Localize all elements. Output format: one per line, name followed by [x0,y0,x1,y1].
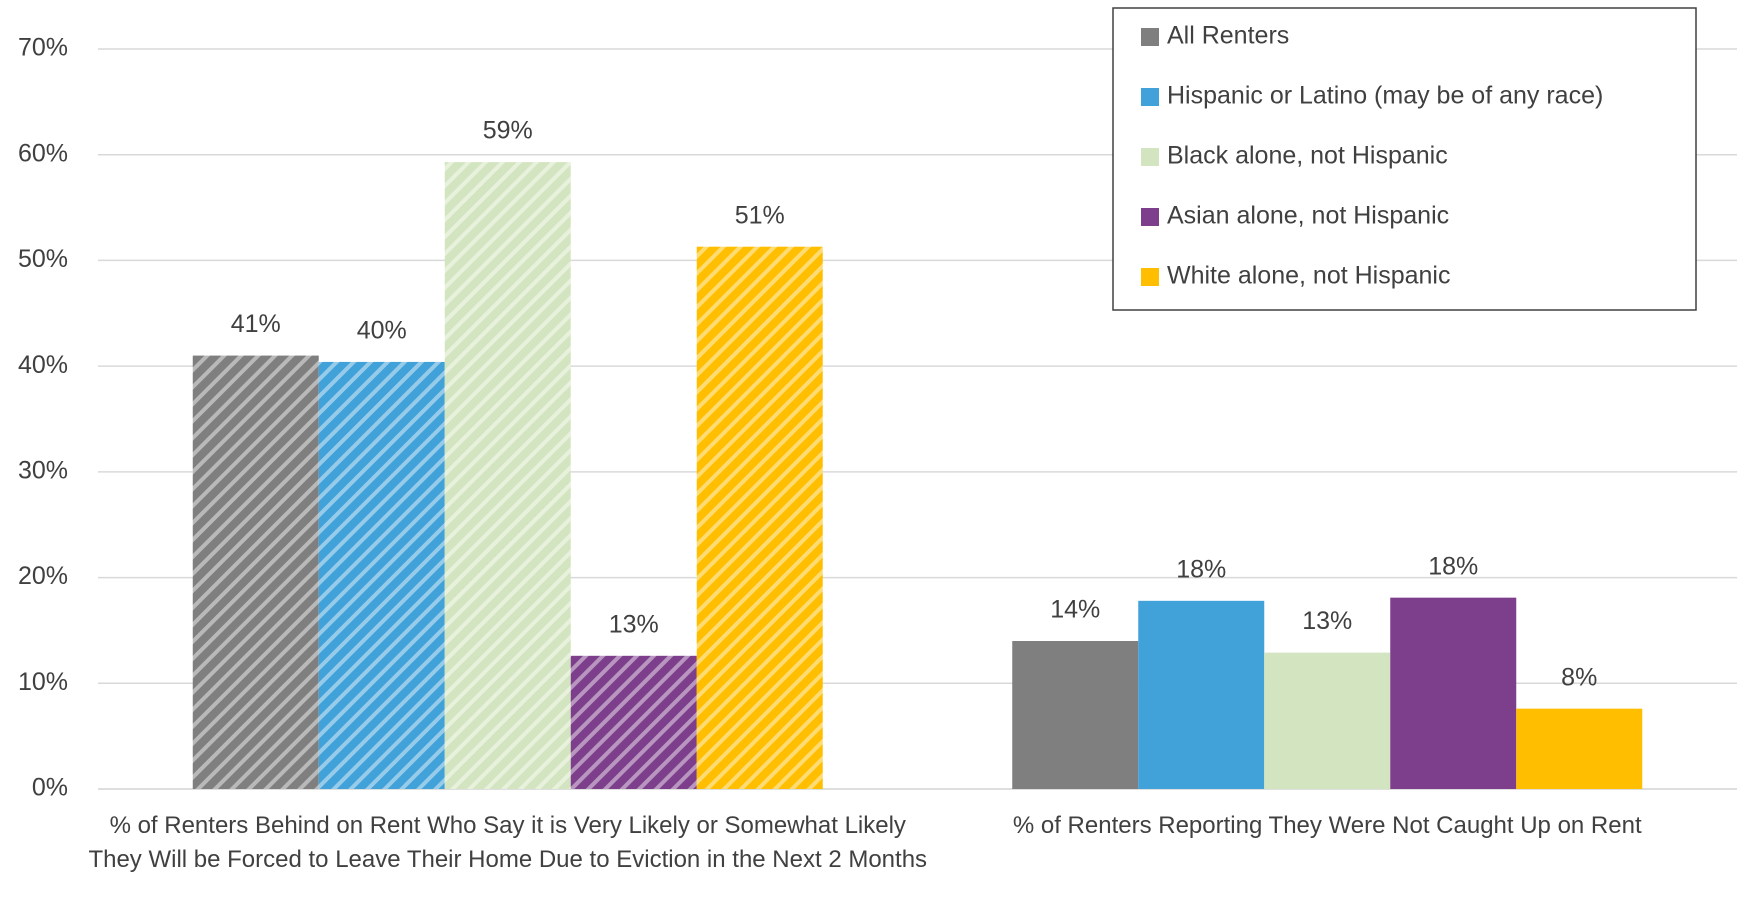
y-tick-label: 60% [18,139,68,167]
legend-label: White alone, not Hispanic [1167,262,1450,290]
legend-swatch [1141,268,1159,286]
bar [1516,708,1643,789]
y-tick-label: 50% [18,245,68,273]
y-tick-label: 20% [18,562,68,590]
value-label: 51% [735,201,785,229]
legend-label: All Renters [1167,22,1289,50]
x-tick-label: % of Renters Behind on Rent Who Say it i… [88,812,928,873]
bar [444,162,571,790]
bar [1390,597,1517,789]
value-label: 18% [1428,552,1478,580]
value-label: 13% [609,610,659,638]
legend-label: Asian alone, not Hispanic [1167,202,1449,230]
bar [1138,600,1265,789]
value-label: 13% [1302,607,1352,635]
y-tick-label: 0% [32,774,68,802]
bar [570,655,697,789]
value-label: 59% [483,117,533,145]
y-tick-label: 10% [18,668,68,696]
value-label: 40% [357,317,407,345]
legend-swatch [1141,28,1159,46]
legend-box [1112,7,1697,311]
bar [1012,641,1139,789]
y-tick-label: 30% [18,456,68,484]
legend-label: Hispanic or Latino (may be of any race) [1167,82,1603,110]
value-label: 41% [231,310,281,338]
bar [1264,652,1391,789]
legend-label: Black alone, not Hispanic [1167,142,1448,170]
x-tick-label: % of Renters Reporting They Were Not Cau… [1012,812,1642,839]
bar [696,246,823,789]
value-label: 14% [1050,596,1100,624]
bar [318,361,445,789]
value-label: 18% [1176,555,1226,583]
legend-swatch [1141,208,1159,226]
legend-swatch [1141,88,1159,106]
bar [192,355,319,789]
y-tick-label: 70% [18,34,68,62]
value-label: 8% [1561,663,1597,691]
legend-swatch [1141,148,1159,166]
y-tick-label: 40% [18,351,68,379]
